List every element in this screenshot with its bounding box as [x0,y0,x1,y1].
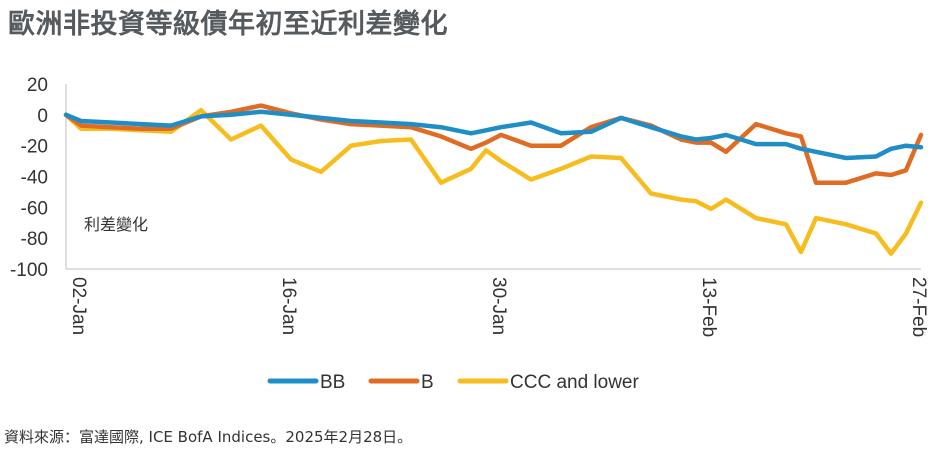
y-tick-label: 20 [27,75,48,96]
chart-title: 歐洲非投資等級債年初至近利差變化 [8,9,448,40]
x-tick-label: 30-Jan [488,277,509,335]
y-tick-label: -100 [10,260,48,281]
legend: BB B CCC and lower [267,372,639,393]
x-tick-label: 27-Feb [908,277,929,337]
y-tick-labels: 20 0 -20 -40 -60 -80 -100 [10,75,48,281]
line-chart: 20 0 -20 -40 -60 -80 -100 02-Jan 16-Jan 30-Jan 13… [10,75,929,393]
y-tick-label: -40 [21,168,48,189]
x-tick-label: 13-Feb [698,277,719,337]
series-line-bb [63,109,924,161]
x-tick-label: 02-Jan [68,277,89,335]
y-tick-label: -60 [21,198,48,219]
legend-label: B [421,372,434,393]
legend-label: BB [320,372,345,393]
y-tick-label: -20 [21,137,48,158]
x-tick-label: 16-Jan [278,277,299,335]
chart-annotation: 利差變化 [84,215,148,234]
y-tick-label: 0 [37,106,48,127]
legend-label: CCC and lower [510,372,639,393]
series-line-ccc-and-lower [63,107,924,256]
y-tick-label: -80 [21,229,48,250]
series-lines [63,103,924,256]
source-note: 資料來源：富達國際, ICE BofA Indices。2025年2月28日。 [4,428,413,446]
x-tick-labels: 02-Jan 16-Jan 30-Jan 13-Feb 27-Feb [68,277,929,337]
